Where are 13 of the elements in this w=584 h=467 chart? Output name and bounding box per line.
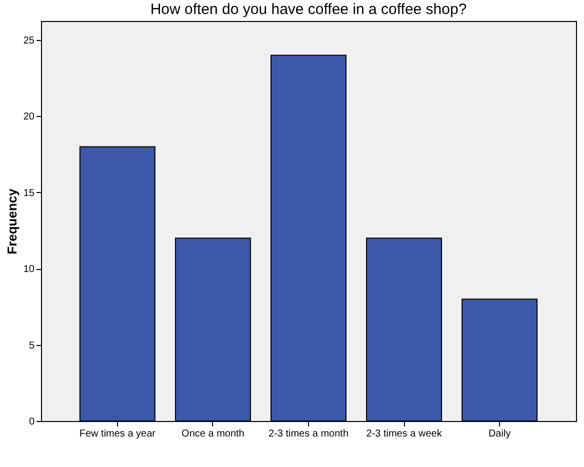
y-axis-title: Frequency — [4, 188, 20, 254]
chart-title: How often do you have coffee in a coffee shop? — [150, 1, 467, 18]
x-tick-label: Daily — [488, 428, 511, 440]
y-tick-label: 10 — [23, 264, 35, 276]
x-tick-label: Few times a year — [79, 428, 156, 440]
y-tick-label: 25 — [23, 36, 35, 47]
x-tick-label: 2-3 times a month — [268, 428, 349, 440]
y-tick-label: 15 — [23, 188, 35, 199]
y-tick-label: 5 — [28, 340, 35, 352]
y-tick-label: 20 — [23, 112, 35, 123]
y-tick-label: 0 — [28, 416, 35, 428]
x-tick-label: 2-3 times a week — [366, 428, 443, 440]
x-tick-label: Once a month — [182, 428, 244, 440]
